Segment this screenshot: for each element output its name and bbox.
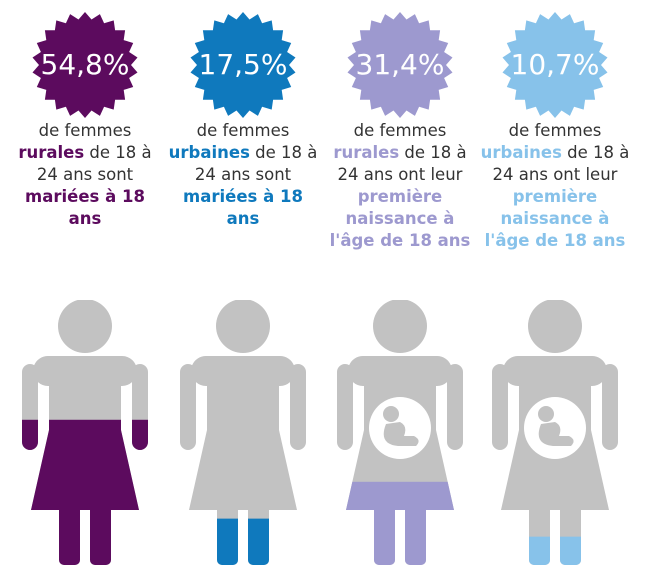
caption: de femmes rurales de 18 à 24 ans ont leu… (325, 120, 475, 252)
caption-text: de 18 à 24 ans ont leur (492, 143, 630, 184)
woman-shape (22, 300, 148, 565)
caption-text: de femmes (196, 121, 290, 140)
caption-text: de 18 à 24 ans sont (194, 143, 318, 184)
woman-icon (337, 300, 463, 565)
icon-fill (492, 536, 618, 565)
caption-text: de femmes (38, 121, 132, 140)
caption-text: de 18 à 24 ans sont (36, 143, 152, 184)
value-label: 31,4% (356, 48, 445, 81)
caption-text: de 18 à 24 ans ont leur (337, 143, 467, 184)
badge (190, 12, 296, 118)
woman-icon (492, 300, 618, 565)
value-label: 10,7% (511, 48, 600, 81)
caption-highlight: première naissance à l'âge de 18 ans (484, 187, 626, 250)
woman-shape (180, 300, 306, 565)
baby-head (383, 406, 399, 422)
caption-highlight: rurales (18, 143, 85, 162)
badge (347, 12, 453, 118)
caption-highlight: mariées à 18 ans (183, 187, 303, 228)
caption-highlight: rurales (333, 143, 400, 162)
baby-body (383, 422, 419, 446)
caption-highlight: première naissance à l'âge de 18 ans (329, 187, 471, 250)
caption-highlight: urbaines (480, 143, 562, 162)
value-label: 54,8% (41, 48, 130, 81)
badge (502, 12, 608, 118)
badge (32, 12, 138, 118)
caption-text: de femmes (353, 121, 447, 140)
icon-fill (337, 481, 463, 565)
icon-fill (180, 518, 306, 565)
caption: de femmes urbaines de 18 à 24 ans ont le… (480, 120, 630, 252)
woman-icon (22, 300, 148, 565)
caption-highlight: urbaines (168, 143, 250, 162)
baby-head (538, 406, 554, 422)
woman-icon (180, 300, 306, 565)
icon-base (180, 300, 306, 565)
value-label: 17,5% (199, 48, 288, 81)
caption: de femmes rurales de 18 à 24 ans sont ma… (10, 120, 160, 230)
baby-body (538, 422, 574, 446)
caption: de femmes urbaines de 18 à 24 ans sont m… (168, 120, 318, 230)
caption-highlight: mariées à 18 ans (25, 187, 145, 228)
icon-fill (22, 419, 148, 565)
caption-text: de femmes (508, 121, 602, 140)
